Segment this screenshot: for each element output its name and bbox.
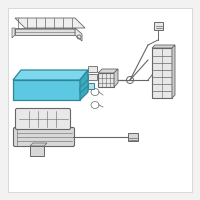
- Bar: [98, 73, 114, 87]
- Polygon shape: [15, 18, 85, 28]
- Polygon shape: [98, 69, 118, 73]
- Bar: [128, 133, 138, 141]
- Bar: [88, 83, 94, 89]
- Polygon shape: [172, 45, 175, 98]
- Polygon shape: [13, 80, 80, 100]
- Polygon shape: [12, 28, 15, 38]
- FancyBboxPatch shape: [14, 128, 74, 146]
- Polygon shape: [114, 69, 118, 87]
- Bar: [152, 48, 172, 98]
- Polygon shape: [13, 70, 88, 80]
- Bar: [30, 146, 44, 156]
- FancyBboxPatch shape: [88, 74, 98, 80]
- Polygon shape: [152, 45, 175, 48]
- Polygon shape: [80, 70, 88, 100]
- FancyBboxPatch shape: [88, 66, 98, 72]
- Polygon shape: [30, 143, 47, 146]
- FancyBboxPatch shape: [16, 108, 70, 130]
- Bar: [154, 22, 163, 30]
- Polygon shape: [75, 28, 82, 41]
- Polygon shape: [80, 80, 88, 93]
- Polygon shape: [15, 28, 75, 35]
